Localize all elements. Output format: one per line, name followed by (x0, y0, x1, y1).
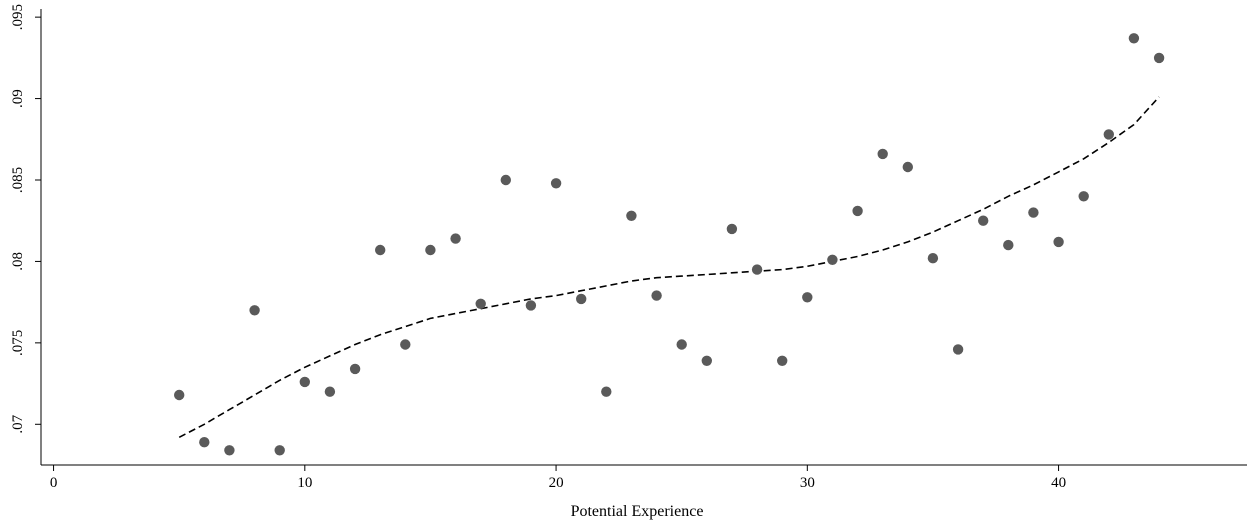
data-point (827, 254, 838, 265)
y-tick-label: .09 (10, 89, 26, 108)
fitted-curve (178, 96, 1160, 439)
y-axis: .07 .075 .08 .085 .09 .095 (10, 4, 41, 434)
x-tick-label: 10 (297, 475, 312, 491)
data-point (224, 445, 235, 456)
data-point (902, 161, 913, 173)
data-point (1103, 129, 1115, 140)
data-point (601, 386, 612, 397)
data-point (852, 205, 863, 217)
x-tick-label: 20 (549, 475, 564, 491)
plot-frame (40, 9, 1247, 466)
data-point (525, 300, 537, 311)
data-point (751, 264, 763, 275)
y-tick-label: .08 (10, 252, 26, 271)
x-axis-title: Potential Experience (571, 503, 704, 520)
y-tick-label: .07 (10, 414, 26, 433)
data-point (274, 445, 285, 456)
fit-line-layer (178, 96, 1160, 439)
data-point (199, 437, 210, 448)
data-point (726, 223, 738, 235)
data-point (777, 355, 788, 366)
data-point (550, 178, 562, 189)
points-layer (174, 33, 1165, 456)
data-point (500, 174, 511, 186)
data-point (1003, 239, 1014, 251)
data-point (400, 339, 411, 350)
data-point (249, 305, 260, 316)
x-axis: 0 10 20 30 40 (50, 465, 1066, 491)
data-point (375, 244, 386, 256)
data-point (349, 363, 361, 375)
data-point (450, 233, 461, 244)
y-tick-label: .085 (10, 167, 26, 193)
y-tick-label: .075 (10, 330, 26, 356)
data-point (1128, 33, 1140, 44)
data-point (802, 292, 813, 303)
data-point (877, 148, 888, 160)
data-point (1053, 236, 1064, 248)
x-tick-label: 40 (1051, 475, 1066, 491)
data-point (676, 339, 687, 350)
data-point (927, 253, 939, 264)
data-point (626, 210, 637, 221)
data-point (576, 293, 587, 305)
data-point (978, 215, 989, 226)
data-point (425, 244, 436, 256)
data-point (324, 386, 336, 397)
data-point (174, 389, 185, 401)
data-point (1078, 191, 1089, 202)
data-point (952, 344, 964, 355)
data-point (475, 298, 486, 309)
data-point (299, 376, 310, 388)
x-tick-label: 0 (50, 475, 58, 491)
data-point (1028, 207, 1039, 218)
data-point (701, 355, 712, 366)
data-point (651, 290, 662, 301)
y-tick-label: .095 (10, 4, 26, 30)
x-tick-label: 30 (800, 475, 815, 491)
data-point (1153, 52, 1165, 64)
